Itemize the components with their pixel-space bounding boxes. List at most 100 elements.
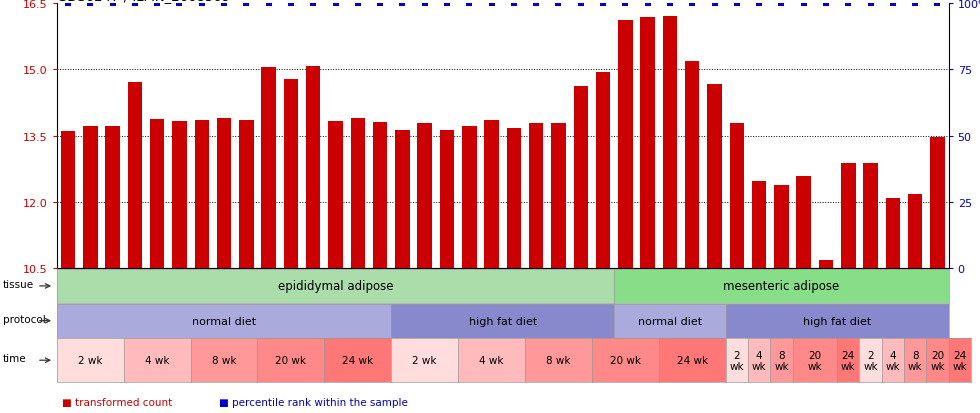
Point	[662, 1, 678, 7]
Point	[818, 1, 834, 7]
Text: normal diet: normal diet	[192, 316, 256, 326]
Text: 24 wk: 24 wk	[342, 355, 373, 366]
Text: 4 wk: 4 wk	[479, 355, 504, 366]
Bar	[797, 177, 811, 268]
Point	[105, 1, 121, 7]
Bar	[886, 199, 901, 268]
Text: 24
wk: 24 wk	[841, 350, 856, 371]
Point	[841, 1, 857, 7]
Bar	[462, 127, 476, 268]
Point	[907, 1, 923, 7]
Point	[439, 1, 455, 7]
Bar	[507, 128, 521, 268]
Bar	[372, 123, 387, 268]
Text: protocol: protocol	[3, 314, 46, 324]
Text: 20
wk: 20 wk	[808, 350, 822, 371]
Point	[551, 1, 566, 7]
Bar	[863, 164, 878, 268]
Point	[573, 1, 589, 7]
Text: 2 wk: 2 wk	[413, 355, 437, 366]
Point	[617, 1, 633, 7]
Bar	[105, 127, 120, 268]
Bar	[907, 195, 922, 268]
Bar	[618, 21, 633, 268]
Bar	[83, 127, 98, 268]
Point	[127, 1, 143, 7]
Bar	[239, 121, 254, 268]
Text: 2
wk: 2 wk	[863, 350, 878, 371]
Point	[729, 1, 745, 7]
Bar	[841, 164, 856, 268]
Point	[862, 1, 878, 7]
Bar	[262, 68, 276, 268]
Point	[773, 1, 789, 7]
Bar	[61, 132, 75, 268]
Bar	[172, 122, 187, 268]
Bar	[685, 62, 700, 268]
Point	[885, 1, 901, 7]
Point	[528, 1, 544, 7]
Text: time: time	[3, 353, 26, 363]
Bar	[818, 261, 833, 268]
Bar	[306, 66, 320, 268]
Bar	[351, 119, 366, 268]
Point	[172, 1, 187, 7]
Point	[238, 1, 254, 7]
Text: 4 wk: 4 wk	[145, 355, 170, 366]
Text: normal diet: normal diet	[638, 316, 702, 326]
Point	[595, 1, 611, 7]
Bar	[328, 122, 343, 268]
Bar	[752, 181, 766, 268]
Bar	[640, 18, 655, 268]
Bar	[551, 124, 565, 268]
Bar	[283, 80, 298, 268]
Text: 2 wk: 2 wk	[78, 355, 103, 366]
Bar	[930, 137, 945, 268]
Point	[350, 1, 366, 7]
Point	[416, 1, 432, 7]
Text: 24 wk: 24 wk	[676, 355, 708, 366]
Text: high fat diet: high fat diet	[468, 316, 537, 326]
Text: GDS6247 / ILMN_2668509: GDS6247 / ILMN_2668509	[57, 0, 230, 3]
Text: 20
wk: 20 wk	[930, 350, 945, 371]
Point	[283, 1, 299, 7]
Bar	[127, 83, 142, 268]
Text: 4
wk: 4 wk	[752, 350, 766, 371]
Text: 4
wk: 4 wk	[886, 350, 901, 371]
Bar	[708, 84, 722, 268]
Point	[506, 1, 521, 7]
Text: 20 wk: 20 wk	[610, 355, 641, 366]
Bar	[774, 185, 789, 268]
Bar	[529, 124, 544, 268]
Point	[484, 1, 500, 7]
Bar	[150, 119, 165, 268]
Text: 2
wk: 2 wk	[729, 350, 744, 371]
Text: 8
wk: 8 wk	[774, 350, 789, 371]
Text: ■ percentile rank within the sample: ■ percentile rank within the sample	[219, 397, 408, 407]
Point	[217, 1, 232, 7]
Bar	[573, 87, 588, 268]
Point	[462, 1, 477, 7]
Point	[930, 1, 946, 7]
Bar	[395, 131, 410, 268]
Bar	[484, 121, 499, 268]
Bar	[729, 124, 744, 268]
Point	[306, 1, 321, 7]
Point	[194, 1, 210, 7]
Point	[395, 1, 411, 7]
Text: 8
wk: 8 wk	[907, 350, 922, 371]
Point	[684, 1, 700, 7]
Text: 20 wk: 20 wk	[275, 355, 307, 366]
Point	[640, 1, 656, 7]
Bar	[217, 119, 231, 268]
Bar	[440, 131, 455, 268]
Text: high fat diet: high fat diet	[803, 316, 871, 326]
Point	[60, 1, 75, 7]
Text: 24
wk: 24 wk	[953, 350, 967, 371]
Point	[796, 1, 811, 7]
Point	[327, 1, 343, 7]
Text: 8 wk: 8 wk	[212, 355, 236, 366]
Point	[82, 1, 98, 7]
Bar	[662, 17, 677, 268]
Bar	[417, 124, 432, 268]
